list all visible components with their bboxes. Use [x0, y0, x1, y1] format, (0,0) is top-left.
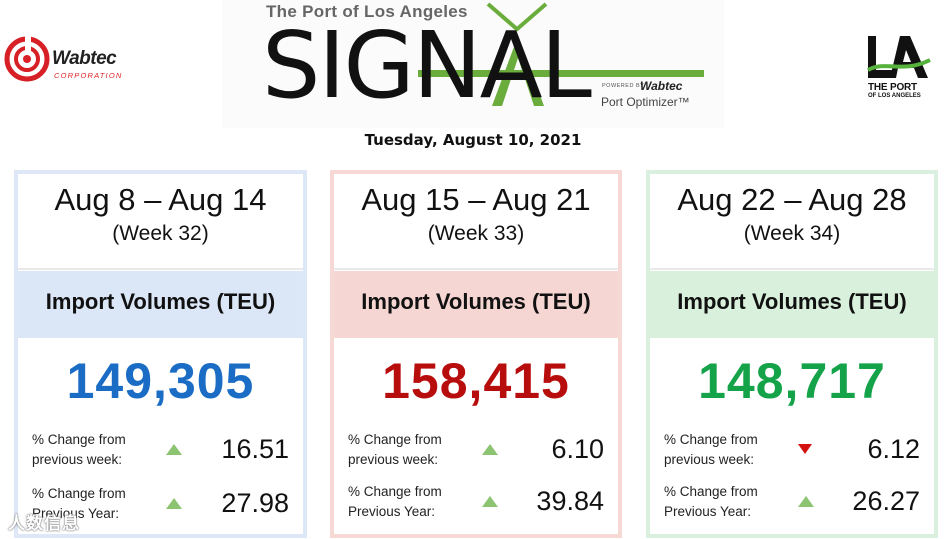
week-number: (Week 33) [427, 222, 525, 245]
wabtec-subtitle: CORPORATION [54, 71, 123, 80]
watermark: 人数信息 [8, 514, 80, 533]
week-card-34: Aug 22 – Aug 28 (Week 34) Import Volumes… [646, 170, 938, 538]
yearly-change-row: % Change from Previous Year: 26.27 [650, 482, 934, 528]
up-arrow-icon [166, 444, 182, 455]
import-volume-value: 158,415 [382, 353, 570, 409]
signal-banner: The Port of Los Angeles SIGNAL POWERED B… [222, 0, 724, 128]
heading-text: Import Volumes (TEU) [361, 289, 591, 314]
week-number: (Week 32) [112, 222, 209, 245]
week-card-33: Aug 15 – Aug 21 (Week 33) Import Volumes… [330, 170, 622, 538]
up-arrow-icon [482, 496, 498, 507]
la-logo-line1: THE PORT [868, 82, 917, 93]
weekly-change-label: % Change from previous week: [664, 432, 758, 467]
banner-subtitle: The Port of Los Angeles [266, 2, 468, 21]
weekly-change-row: % Change from previous week: 6.10 [334, 430, 618, 476]
signal-logo-graphic [418, 2, 704, 106]
heading-text: Import Volumes (TEU) [45, 289, 276, 314]
yearly-change-row: % Change from Previous Year: 27.98 [18, 484, 303, 530]
signal-title: SIGNAL [262, 12, 592, 119]
import-volumes-heading: Import Volumes (TEU) [18, 271, 303, 338]
week-number: (Week 34) [743, 222, 841, 245]
wabtec-name: Wabtec [52, 48, 117, 69]
weekly-change-row: % Change from previous week: 6.12 [650, 430, 934, 476]
week-header: Aug 22 – Aug 28 (Week 34) [650, 174, 934, 270]
yearly-change-value: 26.27 [852, 486, 920, 516]
wabtec-logo: Wabtec CORPORATION [4, 36, 134, 86]
week-range: Aug 8 – Aug 14 [54, 182, 267, 217]
import-volume-value: 149,305 [66, 353, 255, 409]
week-header: Aug 8 – Aug 14 (Week 32) [18, 174, 303, 270]
wabtec-swirl-icon [4, 36, 50, 82]
up-arrow-icon [482, 444, 498, 455]
weekly-change-value: 6.12 [867, 434, 920, 464]
up-arrow-icon [798, 496, 814, 507]
down-arrow-icon [798, 444, 812, 454]
heading-text: Import Volumes (TEU) [677, 289, 907, 314]
week-card-32: Aug 8 – Aug 14 (Week 32) Import Volumes … [14, 170, 307, 538]
week-range: Aug 22 – Aug 28 [677, 182, 907, 217]
weekly-change-label: % Change from previous week: [32, 432, 126, 467]
yearly-change-label: % Change from Previous Year: [348, 484, 442, 519]
port-la-logo: THE PORT OF LOS ANGELES [866, 34, 934, 104]
la-logo-line2: OF LOS ANGELES [868, 93, 921, 99]
weekly-change-row: % Change from previous week: 16.51 [18, 430, 303, 476]
weekly-change-value: 16.51 [221, 434, 289, 464]
product-name: Port Optimizer™ [601, 95, 690, 109]
import-volume-value: 148,717 [698, 353, 886, 409]
weekly-change-value: 6.10 [551, 434, 604, 464]
import-volumes-heading: Import Volumes (TEU) [650, 271, 934, 338]
yearly-change-row: % Change from Previous Year: 39.84 [334, 482, 618, 528]
import-volumes-heading: Import Volumes (TEU) [334, 271, 618, 338]
up-arrow-icon [166, 498, 182, 509]
yearly-change-label: % Change from Previous Year: [32, 486, 126, 521]
yearly-change-value: 27.98 [221, 488, 289, 518]
report-date: Tuesday, August 10, 2021 [364, 131, 582, 149]
yearly-change-value: 39.84 [536, 486, 604, 516]
la-port-logo-icon [867, 36, 931, 78]
powered-brand: Wabtec [640, 79, 683, 93]
weekly-change-label: % Change from previous week: [348, 432, 442, 467]
yearly-change-label: % Change from Previous Year: [664, 484, 758, 519]
week-range: Aug 15 – Aug 21 [361, 182, 591, 217]
week-header: Aug 15 – Aug 21 (Week 33) [334, 174, 618, 270]
powered-by-label: POWERED BY [602, 83, 645, 89]
